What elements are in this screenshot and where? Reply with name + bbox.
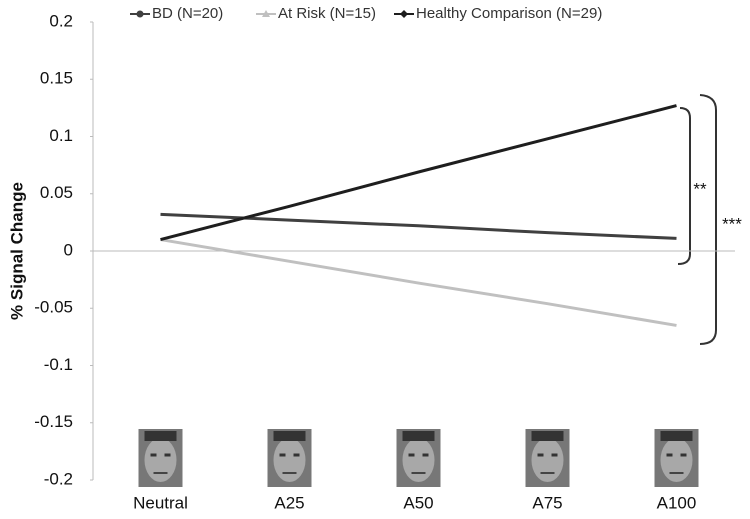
x-tick-label: A25 xyxy=(274,493,304,512)
legend-label: At Risk (N=15) xyxy=(278,5,376,22)
series-line xyxy=(160,238,677,327)
y-tick-label: -0.2 xyxy=(44,469,73,488)
legend-marker xyxy=(400,10,408,18)
legend-marker xyxy=(262,10,270,17)
legend-label: BD (N=20) xyxy=(152,5,223,22)
x-tick-label: Neutral xyxy=(133,493,188,512)
bracket-large xyxy=(699,94,717,345)
y-tick-label: -0.15 xyxy=(34,412,73,431)
face-images xyxy=(138,429,699,487)
series-line xyxy=(160,104,677,242)
y-tick-label: -0.05 xyxy=(34,298,73,317)
y-tick-label: 0.2 xyxy=(49,11,73,30)
x-tick-label: A75 xyxy=(532,493,562,512)
series-line xyxy=(160,212,677,240)
face-shape xyxy=(660,438,693,482)
legend-item: Healthy Comparison (N=29) xyxy=(394,5,602,22)
y-axis-title: % Signal Change xyxy=(7,182,26,320)
face-shape xyxy=(531,438,564,482)
y-tick-label: 0.05 xyxy=(40,183,73,202)
annotation: ** xyxy=(693,179,707,198)
legend-label: Healthy Comparison (N=29) xyxy=(416,5,602,22)
face-hair xyxy=(531,431,564,441)
face-hair xyxy=(144,431,177,441)
y-tick-label: 0 xyxy=(64,240,73,259)
y-tick-label: 0.15 xyxy=(40,69,73,88)
face-shape xyxy=(402,438,435,482)
x-tick-label: A50 xyxy=(403,493,433,512)
y-tick-label: -0.1 xyxy=(44,355,73,374)
legend-item: At Risk (N=15) xyxy=(256,5,376,22)
face-shape xyxy=(273,438,306,482)
face-hair xyxy=(660,431,693,441)
annotation: *** xyxy=(722,214,742,233)
bracket-small xyxy=(677,107,691,265)
face-hair xyxy=(402,431,435,441)
brackets xyxy=(677,94,717,345)
face-hair xyxy=(273,431,306,441)
legend-item: BD (N=20) xyxy=(130,5,223,22)
face-shape xyxy=(144,438,177,482)
x-tick-label: A100 xyxy=(657,493,697,512)
legend-marker xyxy=(136,10,144,18)
y-tick-label: 0.1 xyxy=(49,126,73,145)
